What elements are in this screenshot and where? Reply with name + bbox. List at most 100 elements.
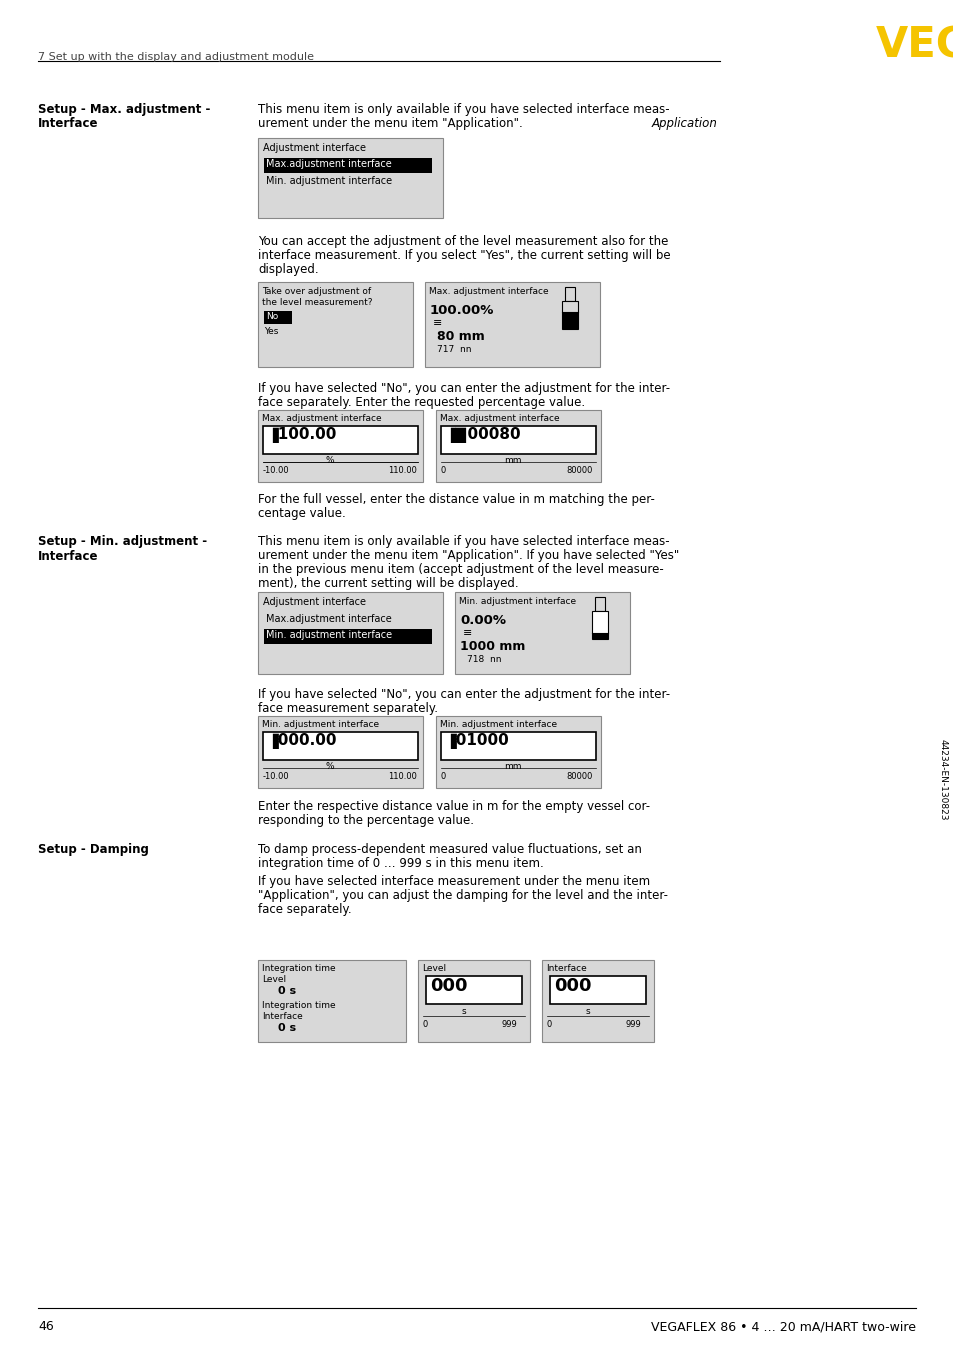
Text: Max. adjustment interface: Max. adjustment interface: [429, 287, 548, 297]
Text: mm: mm: [503, 456, 521, 464]
Bar: [436, 410, 600, 482]
Text: "Application", you can adjust the damping for the level and the inter-: "Application", you can adjust the dampin…: [257, 890, 667, 902]
Text: 0: 0: [546, 1020, 552, 1029]
Text: Min. adjustment interface: Min. adjustment interface: [439, 720, 557, 728]
Text: ≡: ≡: [462, 628, 472, 638]
Text: 0.00%: 0.00%: [459, 613, 505, 627]
Text: 0: 0: [422, 1020, 428, 1029]
Text: 110.00: 110.00: [388, 466, 416, 475]
Text: Yes: Yes: [264, 328, 278, 336]
Text: 110.00: 110.00: [388, 772, 416, 781]
Text: Min. adjustment interface: Min. adjustment interface: [266, 176, 392, 185]
Text: 999: 999: [625, 1020, 641, 1029]
Bar: [264, 630, 432, 645]
Bar: [257, 138, 442, 218]
Text: 718  nn: 718 nn: [467, 655, 501, 663]
Text: Max.adjustment interface: Max.adjustment interface: [266, 158, 392, 169]
Text: ▐▉00080: ▐▉00080: [443, 427, 520, 443]
Text: 7 Set up with the display and adjustment module: 7 Set up with the display and adjustment…: [38, 51, 314, 62]
Bar: [440, 733, 596, 760]
Text: This menu item is only available if you have selected interface meas-: This menu item is only available if you …: [257, 103, 669, 116]
Text: If you have selected "No", you can enter the adjustment for the inter-: If you have selected "No", you can enter…: [257, 382, 669, 395]
Bar: [257, 410, 422, 482]
Text: urement under the menu item "Application". If you have selected "Yes": urement under the menu item "Application…: [257, 548, 679, 562]
Bar: [257, 960, 406, 1043]
Text: 100.00%: 100.00%: [430, 305, 494, 317]
Text: 000: 000: [430, 978, 467, 995]
Text: ≡: ≡: [433, 318, 442, 328]
Text: urement under the menu item "Application".: urement under the menu item "Application…: [257, 116, 522, 130]
Text: Max. adjustment interface: Max. adjustment interface: [439, 414, 559, 422]
Text: Interface: Interface: [38, 550, 98, 563]
Text: Max. adjustment interface: Max. adjustment interface: [262, 414, 381, 422]
Text: 44234-EN-130823: 44234-EN-130823: [938, 739, 946, 821]
Bar: [436, 716, 600, 788]
Text: Level: Level: [421, 964, 446, 974]
Text: If you have selected "No", you can enter the adjustment for the inter-: If you have selected "No", you can enter…: [257, 688, 669, 701]
Text: %: %: [326, 762, 335, 770]
Text: You can accept the adjustment of the level measurement also for the: You can accept the adjustment of the lev…: [257, 236, 668, 248]
Text: Min. adjustment interface: Min. adjustment interface: [266, 630, 392, 640]
Text: Integration time: Integration time: [262, 1001, 335, 1010]
Text: 0 s: 0 s: [277, 1024, 295, 1033]
Bar: [592, 611, 607, 639]
Text: ▐01000: ▐01000: [443, 733, 508, 749]
Text: 80000: 80000: [565, 466, 592, 475]
Bar: [263, 733, 417, 760]
Text: face measurement separately.: face measurement separately.: [257, 701, 437, 715]
Text: 999: 999: [501, 1020, 517, 1029]
Text: displayed.: displayed.: [257, 263, 318, 276]
Bar: [264, 158, 432, 173]
Text: To damp process-dependent measured value fluctuations, set an: To damp process-dependent measured value…: [257, 844, 641, 856]
Bar: [440, 427, 596, 454]
Text: VEGA: VEGA: [875, 24, 953, 66]
Text: face separately.: face separately.: [257, 903, 352, 917]
Bar: [424, 282, 599, 367]
Text: 46: 46: [38, 1320, 53, 1332]
Text: ▐100.00: ▐100.00: [266, 427, 336, 443]
Text: the level measurement?: the level measurement?: [262, 298, 372, 307]
Text: Take over adjustment of: Take over adjustment of: [262, 287, 371, 297]
Text: integration time of 0 … 999 s in this menu item.: integration time of 0 … 999 s in this me…: [257, 857, 543, 871]
Text: 80000: 80000: [565, 772, 592, 781]
Bar: [550, 976, 645, 1005]
Text: Adjustment interface: Adjustment interface: [263, 597, 366, 607]
Text: -10.00: -10.00: [263, 466, 290, 475]
Text: Interface: Interface: [38, 116, 98, 130]
Text: centage value.: centage value.: [257, 506, 345, 520]
Text: Min. adjustment interface: Min. adjustment interface: [458, 597, 576, 607]
Text: interface measurement. If you select "Yes", the current setting will be: interface measurement. If you select "Ye…: [257, 249, 670, 263]
Bar: [257, 716, 422, 788]
Text: 0 s: 0 s: [277, 986, 295, 997]
Bar: [595, 597, 604, 611]
Text: face separately. Enter the requested percentage value.: face separately. Enter the requested per…: [257, 395, 584, 409]
Bar: [561, 301, 578, 329]
Text: For the full vessel, enter the distance value in m matching the per-: For the full vessel, enter the distance …: [257, 493, 654, 506]
Text: Setup - Min. adjustment -: Setup - Min. adjustment -: [38, 535, 207, 548]
Bar: [426, 976, 521, 1005]
Text: responding to the percentage value.: responding to the percentage value.: [257, 814, 474, 827]
Text: Interface: Interface: [545, 964, 586, 974]
Text: 717  nn: 717 nn: [436, 345, 471, 353]
Text: 1000 mm: 1000 mm: [459, 640, 525, 653]
Text: No: No: [266, 311, 278, 321]
Bar: [564, 287, 575, 301]
Text: s: s: [585, 1007, 590, 1016]
Text: Integration time: Integration time: [262, 964, 335, 974]
Bar: [561, 311, 578, 329]
Text: in the previous menu item (accept adjustment of the level measure-: in the previous menu item (accept adjust…: [257, 563, 663, 575]
Text: Max.adjustment interface: Max.adjustment interface: [266, 613, 392, 624]
Text: Min. adjustment interface: Min. adjustment interface: [262, 720, 378, 728]
Text: Setup - Damping: Setup - Damping: [38, 844, 149, 856]
Text: Application: Application: [651, 116, 717, 130]
Bar: [455, 592, 629, 674]
Bar: [264, 311, 292, 324]
Text: Interface: Interface: [262, 1011, 302, 1021]
Text: 0: 0: [440, 772, 446, 781]
Text: 0: 0: [440, 466, 446, 475]
Text: ment), the current setting will be displayed.: ment), the current setting will be displ…: [257, 577, 518, 590]
Bar: [541, 960, 654, 1043]
Bar: [263, 427, 417, 454]
Text: Setup - Max. adjustment -: Setup - Max. adjustment -: [38, 103, 211, 116]
Text: If you have selected interface measurement under the menu item: If you have selected interface measureme…: [257, 875, 649, 888]
